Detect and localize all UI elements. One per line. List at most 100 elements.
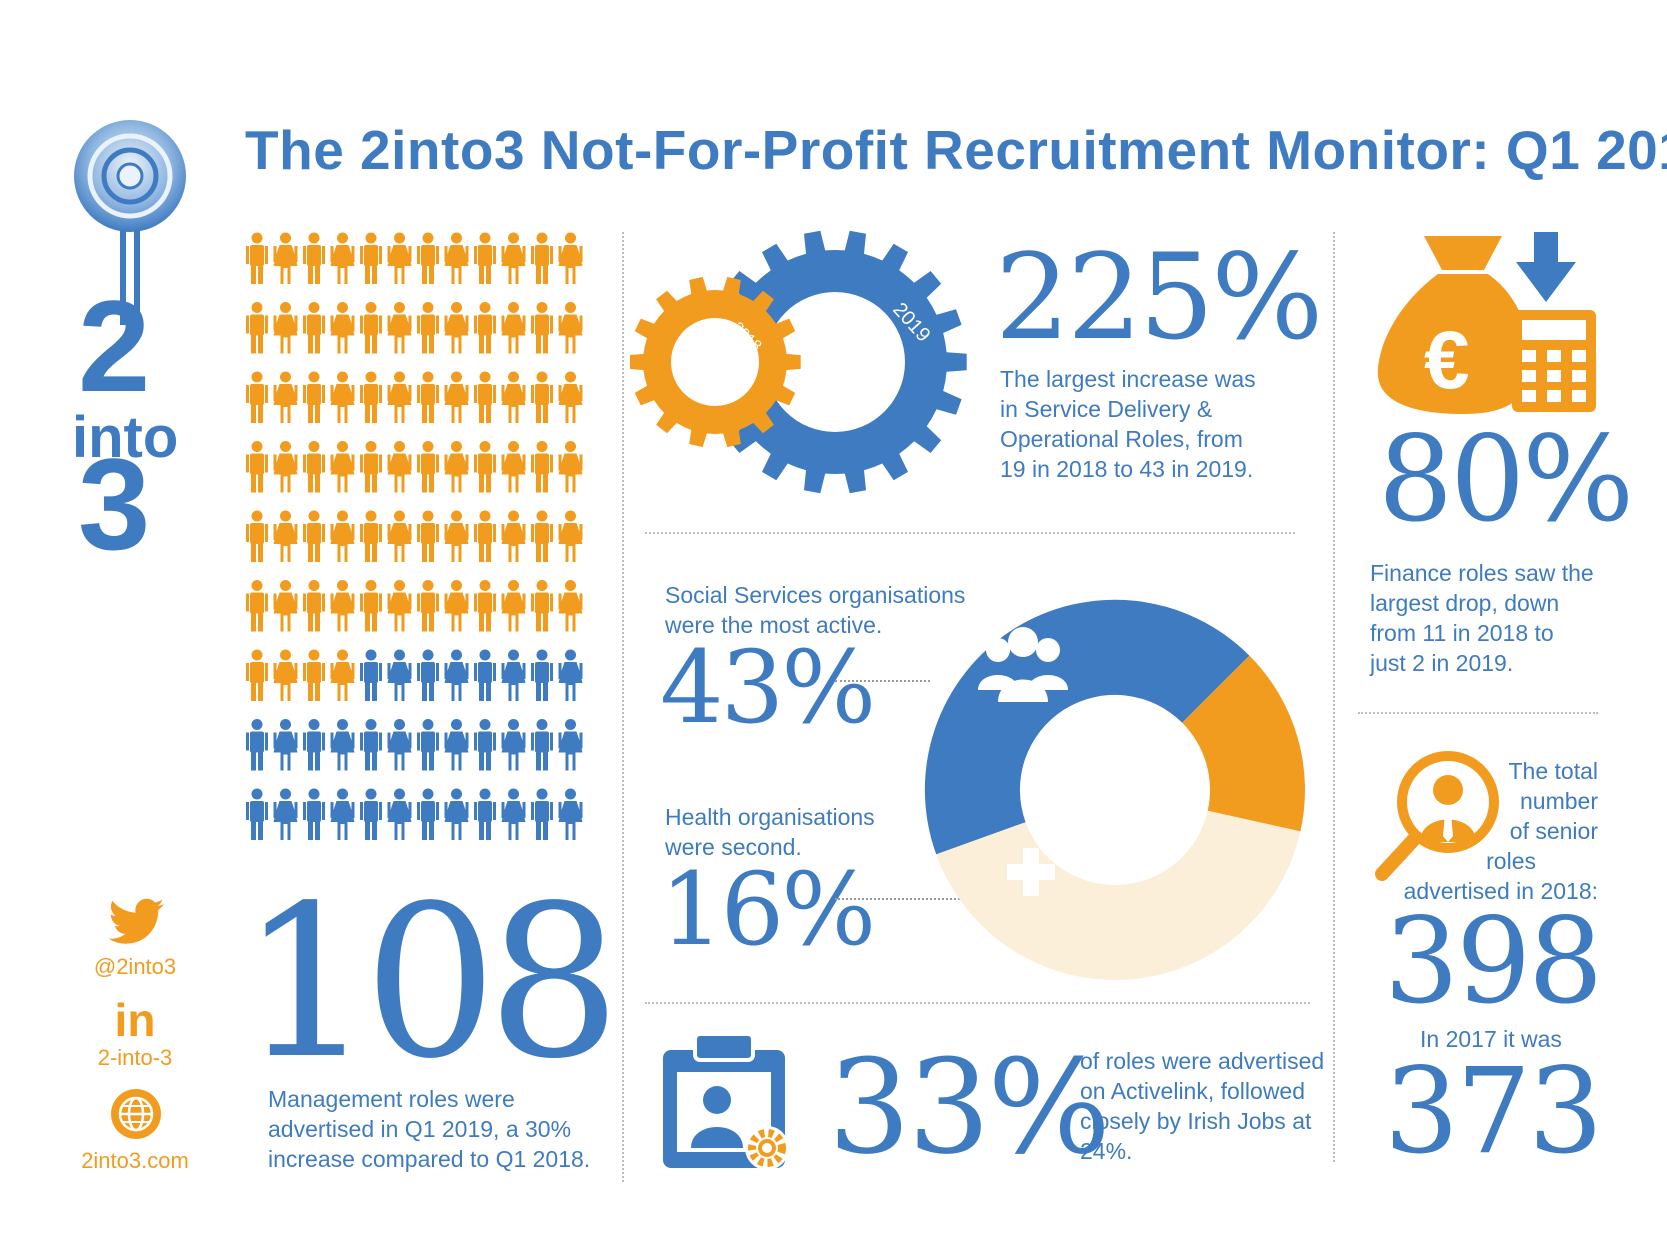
management-number: 108 [240, 860, 621, 1105]
health-text-line: Health organisations [665, 804, 875, 830]
linkedin-handle[interactable]: 2-into-3 [97, 1045, 173, 1070]
woman-icon [387, 232, 412, 284]
calculator-icon [1512, 310, 1596, 412]
woman-icon [501, 510, 526, 562]
woman-icon [273, 441, 298, 493]
divider-horizontal-top [645, 532, 1295, 534]
man-icon [246, 371, 268, 423]
down-arrow-icon [1516, 232, 1576, 302]
man-icon [417, 510, 439, 562]
woman-icon [387, 788, 412, 840]
sector-donut-chart [924, 599, 1305, 981]
man-icon [417, 788, 439, 840]
man-icon [303, 510, 325, 562]
man-icon [360, 719, 382, 771]
woman-icon [444, 371, 469, 423]
woman-icon [444, 510, 469, 562]
woman-icon [330, 719, 355, 771]
management-text-line: Management roles were [268, 1086, 515, 1112]
money-bag-icon [1377, 236, 1531, 414]
linkedin-icon[interactable]: in [114, 994, 156, 1046]
management-text-line: advertised in Q1 2019, a 30% [268, 1116, 572, 1142]
man-icon [246, 580, 268, 632]
man-icon [303, 302, 325, 354]
woman-icon [273, 510, 298, 562]
magnifier-person-icon [1375, 751, 1499, 881]
woman-icon [273, 302, 298, 354]
woman-icon [501, 302, 526, 354]
woman-icon [558, 649, 583, 701]
woman-icon [558, 580, 583, 632]
man-icon [531, 510, 553, 562]
man-icon [474, 788, 496, 840]
man-icon [360, 788, 382, 840]
woman-icon [558, 302, 583, 354]
service-delivery-percent: 225% [995, 228, 1323, 366]
finance-text-line: just 2 in 2019. [1370, 650, 1514, 676]
woman-icon [273, 371, 298, 423]
man-icon [474, 441, 496, 493]
health-leader-line [835, 898, 960, 900]
globe-icon[interactable] [110, 1088, 162, 1140]
woman-icon [273, 788, 298, 840]
woman-icon [558, 510, 583, 562]
activelink-text-line: 24%. [1080, 1138, 1133, 1164]
divider-horizontal-bottom [645, 1002, 1310, 1004]
donut-segment [1182, 655, 1305, 832]
woman-icon [558, 232, 583, 284]
gear-small-icon [630, 276, 801, 448]
plus-icon [1007, 848, 1055, 896]
service-delivery-text-line: 19 in 2018 to 43 in 2019. [1000, 456, 1254, 482]
woman-icon [501, 441, 526, 493]
health-percent: 16% [660, 851, 876, 968]
man-icon [531, 232, 553, 284]
website-link[interactable]: 2into3.com [81, 1148, 189, 1173]
man-icon [531, 580, 553, 632]
man-icon [417, 371, 439, 423]
senior-roles-2017-number: 373 [1384, 1042, 1603, 1180]
divider-horizontal-right [1358, 712, 1598, 714]
woman-icon [501, 649, 526, 701]
man-icon [474, 510, 496, 562]
man-icon [246, 441, 268, 493]
man-icon [531, 719, 553, 771]
woman-icon [387, 580, 412, 632]
man-icon [246, 302, 268, 354]
man-icon [246, 788, 268, 840]
woman-icon [330, 788, 355, 840]
woman-icon [273, 580, 298, 632]
woman-icon [330, 302, 355, 354]
man-icon [360, 649, 382, 701]
people-grid [246, 232, 583, 840]
finance-text-line: largest drop, down [1370, 590, 1560, 616]
woman-icon [501, 232, 526, 284]
man-icon [474, 580, 496, 632]
man-icon [417, 302, 439, 354]
social-services-text-line: were the most active. [665, 612, 883, 638]
woman-icon [387, 510, 412, 562]
man-icon [417, 580, 439, 632]
activelink-text-line: on Activelink, followed [1080, 1078, 1306, 1104]
man-icon [531, 441, 553, 493]
management-text-line: increase compared to Q1 2018. [268, 1146, 591, 1172]
social-services-leader-line [835, 680, 930, 682]
man-icon [417, 649, 439, 701]
woman-icon [501, 371, 526, 423]
twitter-handle[interactable]: @2into3 [93, 954, 177, 979]
service-delivery-text-line: Operational Roles, from [1000, 426, 1243, 452]
woman-icon [444, 719, 469, 771]
woman-icon [501, 788, 526, 840]
logo-word-into: into [72, 405, 179, 470]
service-delivery-text-line: in Service Delivery & [1000, 396, 1213, 422]
man-icon [417, 719, 439, 771]
activelink-text-line: of roles were advertised [1080, 1048, 1325, 1074]
man-icon [474, 719, 496, 771]
senior-roles-text-line: The total [1508, 758, 1599, 784]
woman-icon [330, 232, 355, 284]
service-delivery-text-line: The largest increase was [1000, 366, 1256, 392]
logo-number-2: 2 [78, 273, 151, 419]
woman-icon [387, 302, 412, 354]
clipboard-person-gear-icon [663, 1032, 789, 1170]
woman-icon [444, 232, 469, 284]
twitter-icon[interactable] [108, 898, 166, 946]
